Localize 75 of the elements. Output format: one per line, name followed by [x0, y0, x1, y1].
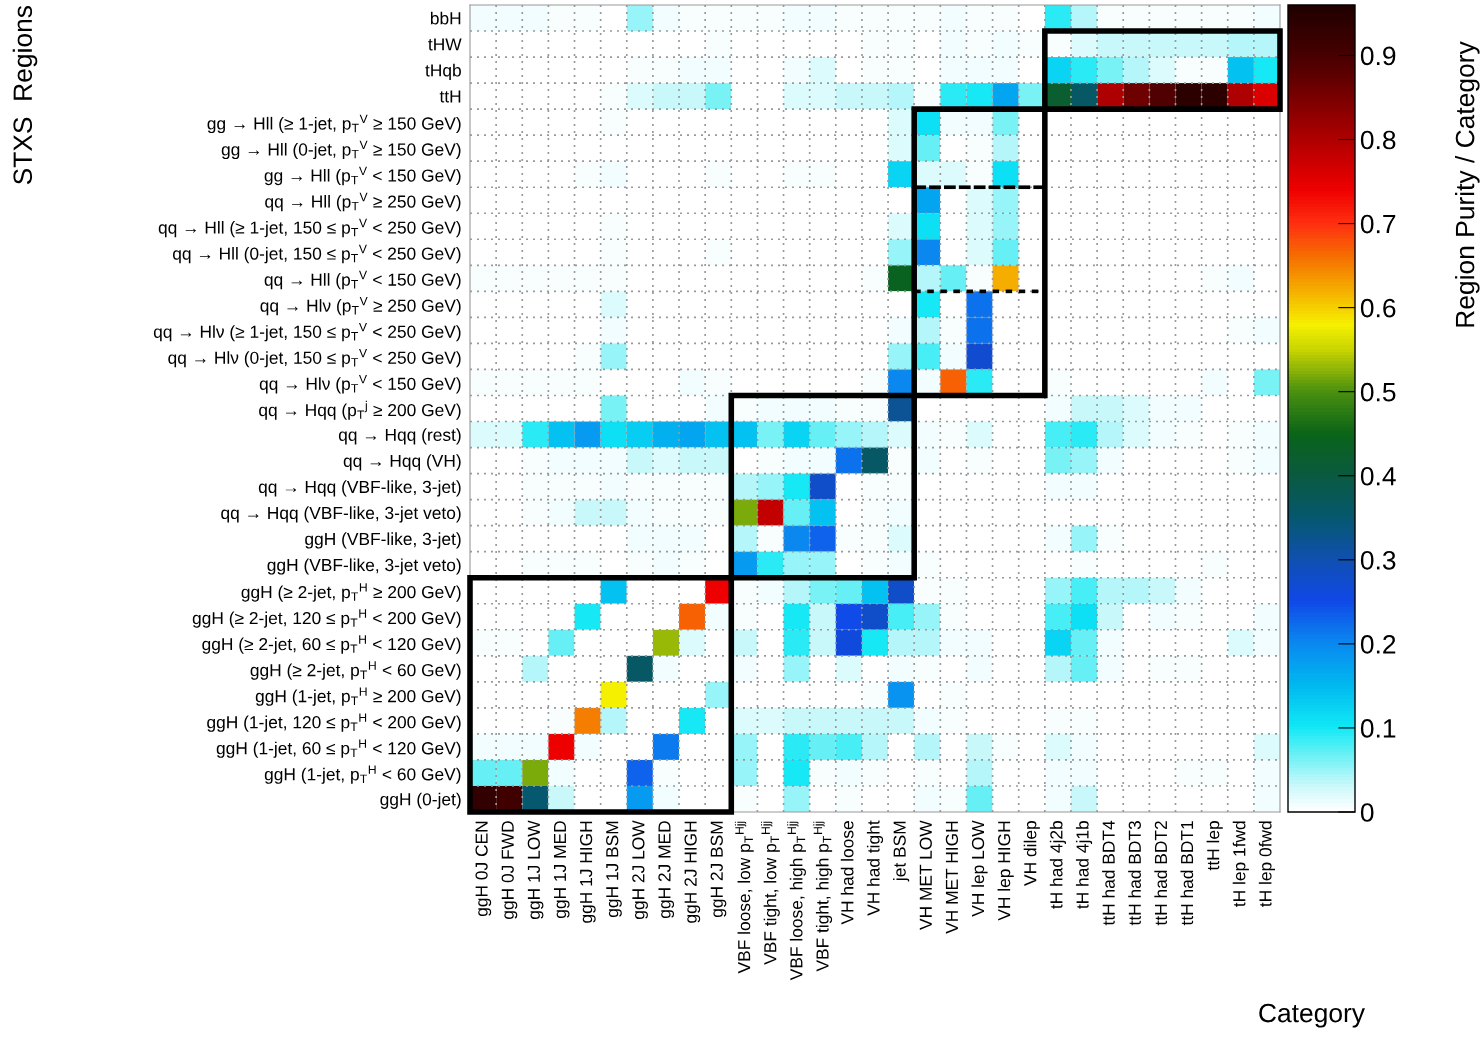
- x-tick-label: ttH had BDT1: [1180, 821, 1194, 926]
- y-tick-label: qq → Hlν (0-jet, 150 ≤ p$_{T}$$^{V}$ < 250 GeV): [168, 348, 461, 368]
- color-bar-label: 0.6: [1360, 298, 1396, 318]
- x-tick-label: ggH 1J LOW: [527, 820, 544, 919]
- x-axis-title: Category: [1259, 1003, 1365, 1028]
- x-tick-label: VH lep HIGH: [997, 821, 1014, 921]
- color-bar-label: 0.1: [1360, 719, 1396, 738]
- y-tick-label: qq → Hlν (p$_{T}$$^{V}$ < 150 GeV): [259, 375, 461, 394]
- x-tick-label: VBF tight, low p$_{T}$$^{Hjj}$: [761, 821, 780, 965]
- x-tick-label: VBF loose, low p$_{T}$$^{Hjj}$: [734, 821, 754, 974]
- x-tick-label: ggH 1J HIGH: [579, 821, 596, 923]
- x-tick-label: VH MET LOW: [919, 820, 932, 930]
- color-bar-label: 0.4: [1360, 466, 1396, 486]
- color-bar-label: 0.3: [1360, 550, 1396, 570]
- x-tick-label: ggH 2J HIGH: [684, 821, 701, 923]
- x-tick-label: ggH 2J MED: [658, 821, 675, 919]
- y-tick-label: ggH (≥ 2-jet, 60 ≤ p$_{T}$$^{H}$ < 120 GeV): [202, 635, 461, 654]
- x-tick-label: ggH 2J LOW: [632, 820, 648, 919]
- y-tick-label: qq → Hll (0-jet, 150 ≤ p$_{T}$$^{V}$ < 250 GeV): [172, 244, 461, 264]
- y-tick-label: qq → Hqq (rest): [338, 428, 461, 445]
- y-tick-label: bbH: [430, 11, 461, 25]
- x-tick-label: VH lep LOW: [971, 820, 988, 917]
- x-tick-label: ggH 1J BSM: [606, 821, 622, 918]
- color-bar-label: 0: [1360, 803, 1374, 822]
- y-tick-label: ggH (≥ 2-jet, p$_{T}$$^{H}$ < 60 GeV): [250, 661, 461, 680]
- y-tick-label: tHqb: [425, 63, 461, 80]
- y-tick-label: qq → Hlν (p$_{T}$$^{V}$ ≥ 250 GeV): [260, 296, 461, 316]
- text: STXS Regions: [12, 5, 38, 185]
- y-tick-label: ggH (0-jet): [380, 792, 461, 809]
- y-tick-label: qq → Hlν (≥ 1-jet, 150 ≤ p$_{T}$$^{V}$ < 250 GeV): [153, 322, 461, 342]
- x-tick-label: VH had loose: [840, 821, 854, 925]
- x-tick-label: tH had 4j2b: [1049, 821, 1066, 909]
- y-tick-label: qq → Hqq (VBF-like, 3-jet veto): [221, 506, 461, 523]
- x-tick-label: VH had tight: [866, 820, 884, 916]
- y-tick-label: qq → Hll (≥ 1-jet, 150 ≤ p$_{T}$$^{V}$ < 250 GeV): [158, 218, 461, 238]
- y-tick-label: ggH (VBF-like, 3-jet veto): [267, 558, 461, 575]
- y-tick-label: gg → Hll (0-jet, p$_{T}$$^{V}$ ≥ 150 GeV): [221, 140, 461, 160]
- x-tick-label: ggH 0J FWD: [501, 821, 518, 919]
- x-tick-label: jet BSM: [893, 821, 910, 882]
- x-tick-label: VBF loose, high p$_{T}$$^{Hjj}$: [787, 821, 806, 981]
- x-tick-label: VH dilep: [1023, 821, 1040, 886]
- x-tick-label: VH MET HIGH: [945, 821, 959, 934]
- x-tick-label: ttH had BDT3: [1128, 821, 1141, 926]
- x-tick-label: ttH had BDT2: [1154, 821, 1168, 926]
- x-tick-label: ggH 0J CEN: [475, 821, 492, 917]
- y-tick-label: ggH (≥ 2-jet, p$_{T}$$^{H}$ ≥ 200 GeV): [241, 583, 461, 602]
- y-tick-label: qq → Hll (p$_{T}$$^{V}$ < 150 GeV): [264, 270, 461, 290]
- x-tick-label: ggH 2J BSM: [710, 821, 727, 918]
- x-tick-label: tH lep 0fwd: [1258, 821, 1276, 907]
- y-tick-label: ggH (≥ 2-jet, 120 ≤ p$_{T}$$^{H}$ < 200 GeV): [192, 609, 461, 628]
- y-tick-label: tHW: [428, 38, 462, 51]
- y-tick-label: qq → Hqq (VBF-like, 3-jet): [258, 480, 461, 497]
- y-tick-label: ggH (1-jet, p$_{T}$$^{H}$ ≥ 200 GeV): [255, 687, 461, 706]
- x-tick-label: tH had 4j1b: [1075, 821, 1093, 909]
- color-bar-label: 0.2: [1360, 635, 1396, 654]
- y-tick-label: gg → Hll (p$_{T}$$^{V}$ < 150 GeV): [264, 166, 461, 186]
- y-tick-label: qq → Hqq (VH): [343, 454, 461, 471]
- color-bar-title: Region Purity / Category: [1455, 41, 1480, 327]
- y-tick-label: gg → Hll (≥ 1-jet, p$_{T}$$^{V}$ ≥ 150 GeV): [207, 114, 461, 134]
- y-tick-label: ggH (1-jet, 120 ≤ p$_{T}$$^{H}$ < 200 GeV): [207, 713, 461, 732]
- x-tick-label: ttH lep: [1206, 821, 1223, 871]
- y-tick-label: ggH (1-jet, 60 ≤ p$_{T}$$^{H}$ < 120 GeV): [216, 739, 461, 758]
- x-tick-label: tH lep 1fwd: [1232, 821, 1249, 907]
- color-bar-label: 0.7: [1360, 214, 1396, 234]
- x-tick-label: ggH 1J MED: [554, 821, 570, 919]
- x-tick-label: ttH had BDT4: [1102, 820, 1115, 926]
- color-bar-label: 0.5: [1360, 382, 1396, 402]
- color-bar-label: 0.8: [1360, 130, 1396, 150]
- y-tick-label: ggH (VBF-like, 3-jet): [305, 532, 461, 549]
- y-tick-label: ggH (1-jet, p$_{T}$$^{H}$ < 60 GeV): [264, 765, 461, 784]
- color-bar-label: 0.9: [1360, 46, 1396, 66]
- y-tick-label: qq → Hqq (p$_{T}$$^{j}$ ≥ 200 GeV): [259, 400, 461, 420]
- y-tick-label: ttH: [439, 90, 461, 103]
- x-tick-label: VBF tight, high p$_{T}$$^{Hjj}$: [813, 821, 833, 972]
- y-tick-label: qq → Hll (p$_{T}$$^{V}$ ≥ 250 GeV): [265, 192, 461, 212]
